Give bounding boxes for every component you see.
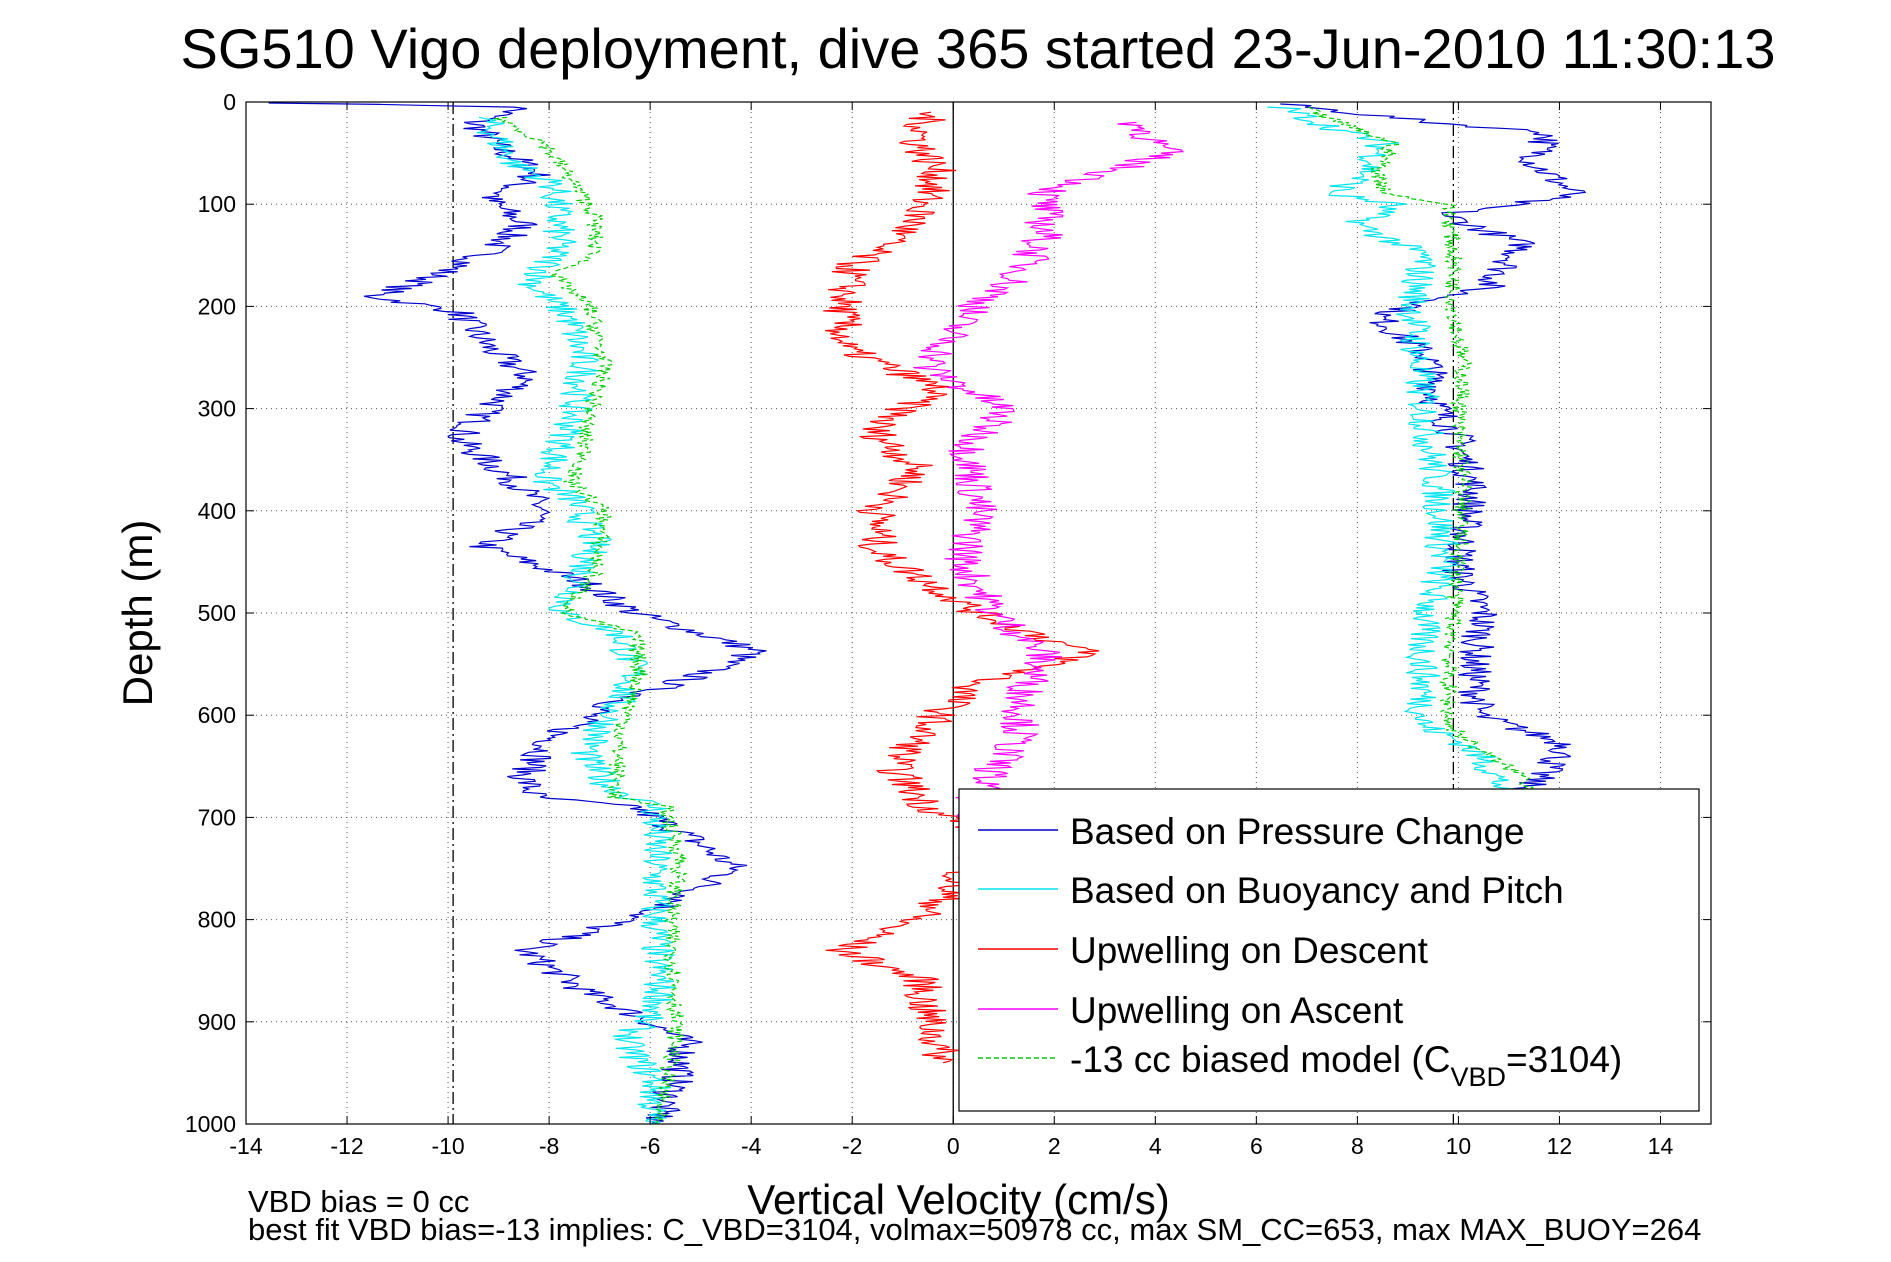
best-fit-note: best fit VBD bias=-13 implies: C_VBD=310…: [248, 1212, 1701, 1247]
series-1-descent-line: [268, 102, 767, 1125]
x-tick-label: -8: [539, 1133, 559, 1159]
series-5-descent-line: [494, 116, 688, 1125]
chart-title: SG510 Vigo deployment, dive 365 started …: [180, 17, 1775, 80]
legend-label-2: Based on Buoyancy and Pitch: [1070, 870, 1564, 911]
legend-label-4: Upwelling on Ascent: [1070, 990, 1404, 1031]
x-tick-label: 14: [1648, 1133, 1674, 1159]
y-tick-label: 700: [198, 804, 236, 830]
series-1-ascent-line: [1280, 103, 1587, 798]
x-tick-label: 8: [1351, 1133, 1364, 1159]
series-5-ascent-line: [1308, 106, 1537, 798]
x-tick-label: -4: [741, 1133, 762, 1159]
x-tick-label: -2: [842, 1133, 862, 1159]
x-tick-label: 6: [1250, 1133, 1263, 1159]
legend-box: [958, 788, 1700, 1112]
x-tick-label: 10: [1446, 1133, 1472, 1159]
y-tick-label: 800: [198, 907, 236, 933]
x-tick-label: -6: [640, 1133, 660, 1159]
vbd-bias-note: VBD bias = 0 cc: [248, 1184, 469, 1219]
legend-label-1: Based on Pressure Change: [1070, 811, 1525, 852]
x-tick-label: 0: [947, 1133, 960, 1159]
x-tick-label: 12: [1547, 1133, 1573, 1159]
series-2-ascent-line: [1267, 106, 1523, 798]
y-tick-label: 600: [198, 702, 236, 728]
series-3-line: [823, 111, 1100, 1064]
legend-label-5: -13 cc biased model (CVBD=3104): [1070, 1039, 1622, 1092]
y-tick-label: 100: [198, 191, 236, 217]
x-tick-label: -12: [330, 1133, 363, 1159]
y-tick-label: 1000: [185, 1111, 236, 1137]
y-tick-label: 900: [198, 1009, 236, 1035]
x-tick-label: -14: [229, 1133, 262, 1159]
y-tick-label: 500: [198, 600, 236, 626]
series-group: [268, 102, 1587, 1125]
axis-ticks: -14 -12 -10 -8 -6 -4 -2 0 2 4 6 8 10 12 14 0 100 200 300 40…: [185, 89, 1711, 1159]
legend: Based on Pressure Change Based on Buoyanc…: [958, 788, 1700, 1112]
y-tick-label: 200: [198, 293, 236, 319]
y-tick-label: 400: [198, 498, 236, 524]
x-tick-label: 2: [1048, 1133, 1061, 1159]
series-4-line: [913, 121, 1185, 818]
y-axis-label: Depth (m): [114, 520, 161, 707]
legend-label-3: Upwelling on Descent: [1070, 930, 1429, 971]
x-axis-label: Vertical Velocity (cm/s): [747, 1176, 1169, 1223]
y-tick-label: 0: [223, 89, 236, 115]
x-tick-label: -10: [431, 1133, 464, 1159]
x-tick-label: 4: [1149, 1133, 1162, 1159]
series-2-descent-line: [476, 116, 676, 1125]
y-tick-label: 300: [198, 396, 236, 422]
